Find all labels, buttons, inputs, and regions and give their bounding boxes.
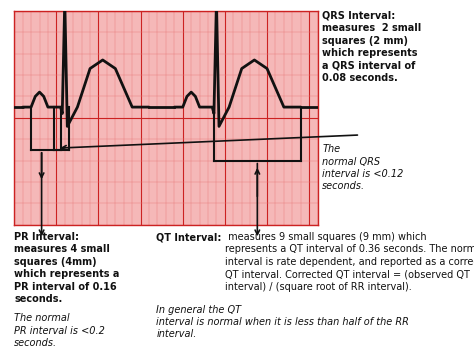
Text: The normal
PR interval is <0.2
seconds.: The normal PR interval is <0.2 seconds.	[14, 313, 105, 348]
Text: The
normal QRS
interval is <0.12
seconds.: The normal QRS interval is <0.12 seconds…	[322, 144, 404, 191]
Text: In general the QT
interval is normal when it is less than half of the RR
interva: In general the QT interval is normal whe…	[156, 305, 409, 339]
Text: QT Interval:: QT Interval:	[156, 232, 222, 242]
Text: QRS Interval:
measures  2 small
squares (2 mm)
which represents
a QRS interval o: QRS Interval: measures 2 small squares (…	[322, 11, 421, 83]
Text: measures 9 small squares (9 mm) which
represents a QT interval of 0.36 seconds. : measures 9 small squares (9 mm) which re…	[225, 232, 474, 292]
Text: PR Interval:
measures 4 small
squares (4mm)
which represents a
PR interval of 0.: PR Interval: measures 4 small squares (4…	[14, 232, 119, 304]
